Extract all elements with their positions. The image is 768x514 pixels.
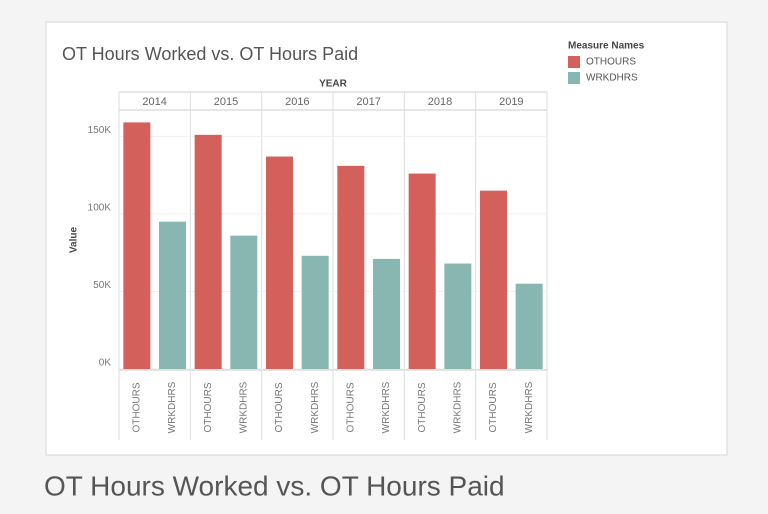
y-tick-label: 0K [99, 358, 112, 369]
column-label: 2019 [499, 96, 523, 108]
column-label: 2017 [356, 96, 380, 108]
legend-label: WRKDHRS [586, 73, 638, 84]
x-tick-label: OTHOURS [488, 382, 499, 432]
x-tick-label: WRKDHRS [238, 381, 249, 433]
x-tick-label: OTHOURS [131, 382, 142, 432]
x-tick-label: WRKDHRS [310, 381, 321, 433]
y-tick-label: 100K [88, 203, 112, 214]
legend-label: OTHOURS [586, 57, 636, 68]
x-tick-label: WRKDHRS [524, 381, 535, 433]
bar [123, 122, 151, 369]
x-tick-label: OTHOURS [417, 382, 428, 432]
bar [408, 173, 436, 369]
column-label: 2014 [142, 96, 166, 108]
caption: OT Hours Worked vs. OT Hours Paid [44, 470, 505, 501]
y-axis-label: Value [69, 227, 80, 254]
x-tick-label: WRKDHRS [452, 381, 463, 433]
bar [230, 235, 258, 369]
bar [515, 283, 543, 369]
column-label: 2016 [285, 96, 309, 108]
legend-swatch [568, 56, 580, 68]
bar [159, 221, 186, 369]
bar [444, 263, 472, 369]
x-tick-label: OTHOURS [345, 382, 356, 432]
bar [480, 190, 507, 369]
x-tick-label: OTHOURS [203, 382, 214, 432]
chart-title: OT Hours Worked vs. OT Hours Paid [62, 44, 358, 64]
legend-title: Measure Names [568, 41, 645, 52]
x-tick-label: OTHOURS [274, 382, 285, 432]
y-tick-label: 50K [93, 280, 111, 291]
column-header: YEAR [319, 79, 348, 90]
x-tick-label: WRKDHRS [381, 381, 392, 433]
bar [373, 258, 400, 369]
y-tick-label: 150K [88, 125, 112, 136]
bar [337, 165, 365, 369]
bar [301, 255, 329, 369]
bar [194, 134, 222, 369]
bar [266, 156, 293, 369]
column-label: 2018 [428, 96, 452, 108]
column-label: 2015 [214, 96, 238, 108]
legend-swatch [568, 72, 580, 84]
x-tick-label: WRKDHRS [167, 381, 178, 433]
